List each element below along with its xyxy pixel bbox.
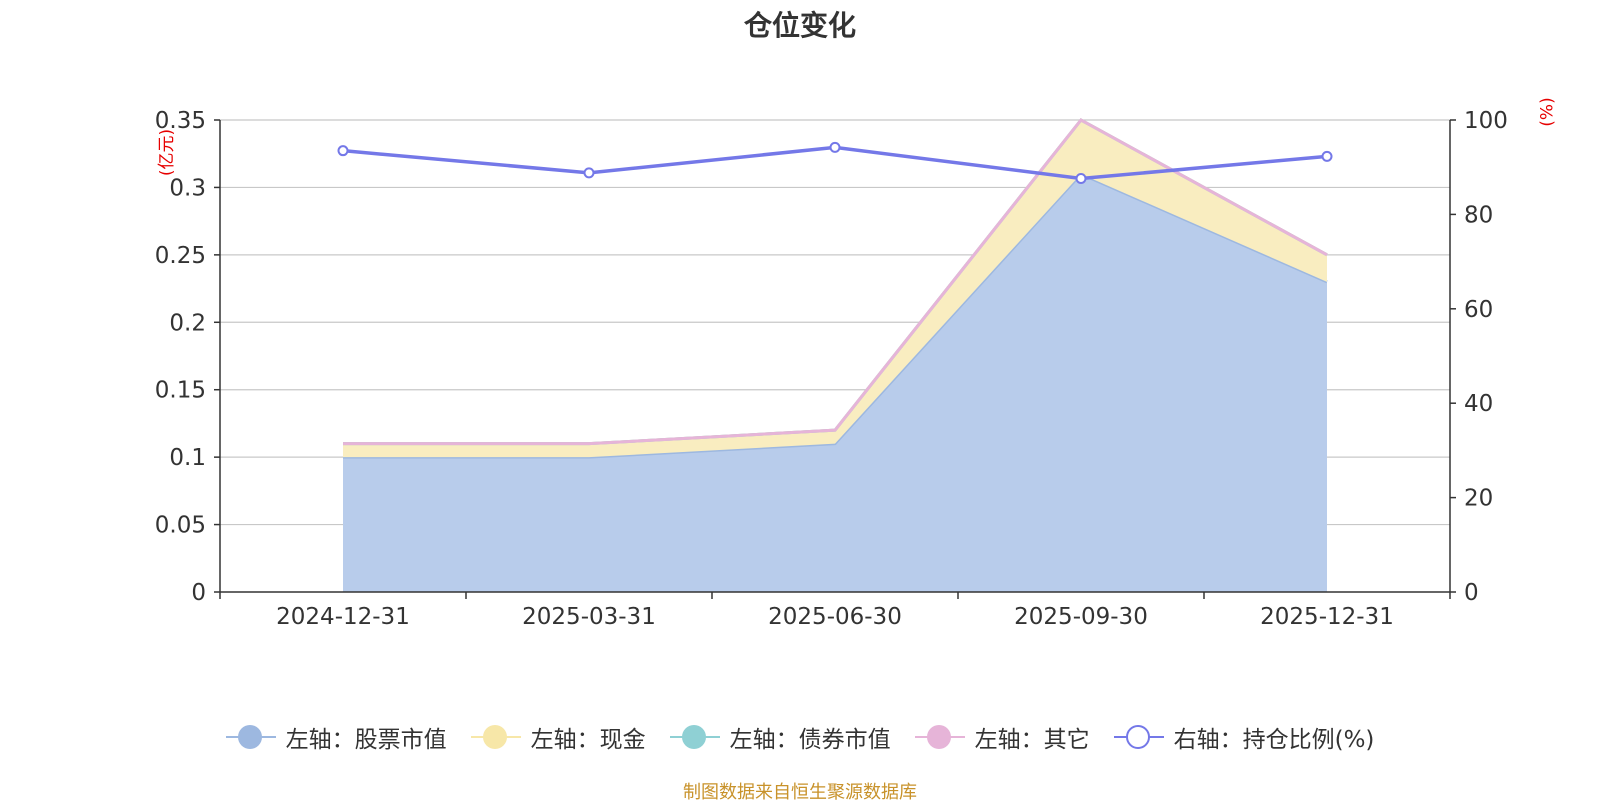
legend-label-other: 左轴：其它 bbox=[974, 727, 1090, 753]
legend-item-stock[interactable]: 左轴：股票市值 bbox=[225, 720, 447, 754]
right-axis-tick-label: 0 bbox=[1464, 580, 1479, 606]
left-axis-tick-label: 0.05 bbox=[155, 513, 206, 539]
legend-label-position-ratio: 右轴：持仓比例(%) bbox=[1173, 727, 1375, 753]
x-axis-tick-label: 2024-12-31 bbox=[276, 604, 410, 630]
legend-item-other[interactable]: 左轴：其它 bbox=[914, 720, 1090, 754]
legend-item-bond[interactable]: 左轴：债券市值 bbox=[669, 720, 891, 754]
right-axis-tick-label: 100 bbox=[1464, 108, 1508, 134]
legend-item-position-ratio[interactable]: 右轴：持仓比例(%) bbox=[1113, 720, 1375, 754]
right-axis-tick-label: 40 bbox=[1464, 391, 1493, 417]
legend-marker-stock bbox=[225, 724, 276, 750]
left-axis-tick-label: 0.1 bbox=[169, 445, 206, 471]
chart-title: 仓位变化 bbox=[743, 9, 856, 42]
x-axis-tick-label: 2025-12-31 bbox=[1260, 604, 1394, 630]
left-axis-tick-label: 0.15 bbox=[155, 378, 206, 404]
x-axis-tick-label: 2025-03-31 bbox=[522, 604, 656, 630]
legend-marker-other bbox=[914, 724, 965, 750]
left-axis-tick-label: 0 bbox=[191, 580, 206, 606]
area-series-line-3 bbox=[343, 118, 1328, 446]
legend-label-stock: 左轴：股票市值 bbox=[285, 727, 447, 753]
left-axis-tick-label: 0.35 bbox=[155, 108, 206, 134]
x-axis-tick-label: 2025-09-30 bbox=[1014, 604, 1148, 630]
right-axis-tick-label: 80 bbox=[1464, 202, 1493, 228]
position-ratio-point bbox=[583, 167, 595, 179]
left-axis-tick-label: 0.3 bbox=[169, 175, 206, 201]
legend-label-bond: 左轴：债券市值 bbox=[729, 727, 891, 753]
legend-marker-cash bbox=[470, 724, 521, 750]
position-ratio-point bbox=[1321, 150, 1333, 162]
x-axis-tick-label: 2025-06-30 bbox=[768, 604, 902, 630]
legend-marker-position-ratio bbox=[1113, 724, 1164, 750]
legend-item-cash[interactable]: 左轴：现金 bbox=[470, 720, 646, 754]
legend-marker-bond bbox=[669, 724, 720, 750]
right-axis-tick-label: 60 bbox=[1464, 297, 1493, 323]
area-series-0 bbox=[343, 173, 1327, 592]
left-axis-tick-label: 0.2 bbox=[169, 310, 206, 336]
legend: 左轴：股票市值 左轴：现金 左轴：债券市值 左轴：其它 右轴：持仓比例(%) bbox=[0, 720, 1600, 754]
legend-label-cash: 左轴：现金 bbox=[530, 727, 646, 753]
data-source-note: 制图数据来自恒生聚源数据库 bbox=[683, 782, 917, 803]
right-axis-tick-label: 20 bbox=[1464, 486, 1493, 512]
left-axis-tick-label: 0.25 bbox=[155, 243, 206, 269]
position-ratio-point bbox=[1075, 173, 1087, 185]
position-ratio-point bbox=[829, 141, 841, 153]
position-ratio-point bbox=[337, 145, 349, 157]
